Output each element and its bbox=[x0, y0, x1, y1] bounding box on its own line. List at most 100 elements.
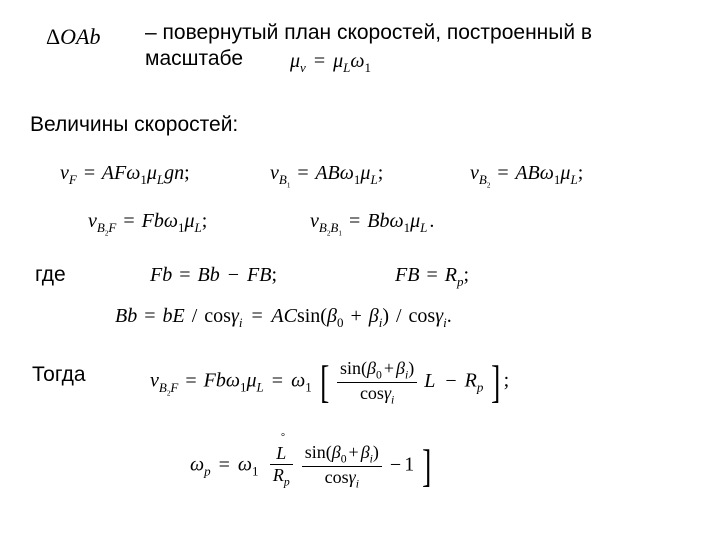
slide-page: ΔOAb – повернутый план скоростей, постро… bbox=[0, 0, 720, 540]
Bb-cos: cos bbox=[204, 305, 231, 327]
te-Fb: Fb bbox=[204, 370, 226, 392]
op-frac1: L Rp bbox=[270, 443, 293, 489]
vB2-w: ω bbox=[540, 162, 554, 184]
vB1-nu: ν bbox=[270, 162, 279, 184]
op-w: ω bbox=[190, 454, 204, 476]
Bb-cos2: cos bbox=[409, 305, 436, 327]
then-equation: νB2F = Fbω1μL = ω1 [ sin(β0+βi) cosγi L … bbox=[150, 358, 509, 406]
vB1-eqs: = bbox=[295, 162, 310, 184]
vB2B1-Bb: Bb bbox=[367, 210, 389, 232]
Bb-line: Bb = bE / cosγi = ACsin(β0 + βi) / cosγi… bbox=[115, 305, 452, 331]
Bb-eq2: = bbox=[247, 305, 266, 327]
eq-vB1: νB1 = ABω1μL; bbox=[270, 162, 383, 190]
we2-semi: ; bbox=[463, 264, 469, 286]
te-Rp: p bbox=[477, 380, 484, 395]
mu-sym: μ bbox=[290, 50, 300, 72]
te-R: R bbox=[465, 370, 477, 392]
vB2F-semi: ; bbox=[202, 210, 208, 232]
vB2B1-eqs: = bbox=[347, 210, 362, 232]
eq-vB2: νB2 = ABω1μL; bbox=[470, 162, 583, 190]
eq-vB2F: νB2F = Fbω1μL; bbox=[88, 210, 207, 238]
Bb-gi: i bbox=[239, 315, 243, 330]
Bb-Bb: Bb bbox=[115, 305, 137, 327]
vB2-mu: μ bbox=[560, 162, 570, 184]
delta-symbol: Δ bbox=[46, 24, 60, 49]
Bb-g2: γ bbox=[435, 305, 443, 327]
op-frac2: sin(β0+βi) cosγi bbox=[302, 442, 382, 490]
vB1-sub: B1 bbox=[279, 172, 291, 187]
omega-p-equation: ωp = ω1 [ L Rp sin(β0+βi) cosγi −1 ] bbox=[190, 442, 435, 490]
op-1b: 1 bbox=[404, 454, 414, 476]
intro-line2: масштабе bbox=[145, 47, 243, 70]
vB2F-Fb: Fb bbox=[142, 210, 164, 232]
intro-text: – повернутый план скоростей, построенный… bbox=[145, 20, 685, 73]
Bb-dot: . bbox=[447, 305, 452, 327]
we1-eq: = bbox=[177, 264, 192, 286]
Bb-0: 0 bbox=[337, 315, 344, 330]
vB2-nu: ν bbox=[470, 162, 479, 184]
Bb-lp: ( bbox=[320, 305, 327, 327]
Bb-sl2: / bbox=[394, 305, 404, 327]
Bb-sin: sin bbox=[297, 305, 320, 327]
we1-Bb: Bb bbox=[198, 264, 220, 286]
we2-R: R bbox=[445, 264, 457, 286]
vB2F-eqs: = bbox=[121, 210, 136, 232]
te-sub: B2F bbox=[159, 380, 178, 395]
intro-line1: – повернутый план скоростей, построенный… bbox=[145, 21, 592, 44]
te-L: L bbox=[257, 380, 264, 395]
vF-w: ω bbox=[126, 162, 140, 184]
Bb-eq: = bbox=[142, 305, 157, 327]
eq-delta-OAb: ΔOAb bbox=[46, 24, 100, 50]
vF-semi: ; bbox=[184, 162, 190, 184]
where-eq1: Fb = Bb − FB; bbox=[150, 264, 277, 287]
OAb-text: OAb bbox=[60, 24, 100, 49]
mu-sub-v: v bbox=[300, 60, 306, 75]
vB1-semi: ; bbox=[378, 162, 384, 184]
velocities-heading: Величины скоростей: bbox=[30, 112, 238, 138]
Bb-plus: + bbox=[348, 305, 363, 327]
mu-equation: μv = μLω1 bbox=[290, 50, 371, 76]
op-1: 1 bbox=[252, 464, 259, 479]
vB1-L: L bbox=[370, 172, 377, 187]
where-label: где bbox=[35, 262, 66, 288]
te-L2: L bbox=[422, 370, 437, 392]
vB2F-nu: ν bbox=[88, 210, 97, 232]
te-eq: = bbox=[183, 370, 198, 392]
we1-Fb: Fb bbox=[150, 264, 172, 286]
we2-FB: FB bbox=[395, 264, 419, 286]
te-w: ω bbox=[226, 370, 240, 392]
eq-vF: νF = AFω1μLgn; bbox=[60, 162, 190, 188]
te-min: − bbox=[442, 370, 459, 392]
vF-AF: AF bbox=[102, 162, 126, 184]
where-eq2: FB = Rp; bbox=[395, 264, 469, 290]
te-frac: sin(β0+βi) cosγi bbox=[337, 358, 417, 406]
Bb-rp: ) bbox=[382, 305, 389, 327]
vF-eqs: = bbox=[82, 162, 97, 184]
te-w2: ω bbox=[291, 370, 305, 392]
vB1-AB: AB bbox=[315, 162, 339, 184]
vF-gn: gn bbox=[164, 162, 184, 184]
vB2B1-w: ω bbox=[389, 210, 403, 232]
op-p: p bbox=[204, 464, 211, 479]
vB1-w: ω bbox=[340, 162, 354, 184]
omega: ω bbox=[350, 50, 364, 72]
vB2B1-sub: B2B1 bbox=[319, 220, 342, 235]
vB2-eqs: = bbox=[495, 162, 510, 184]
we1-min: − bbox=[225, 264, 242, 286]
vB2-L: L bbox=[570, 172, 577, 187]
Bb-AC: AC bbox=[271, 305, 297, 327]
vB2-AB: AB bbox=[515, 162, 539, 184]
te-semi: ; bbox=[504, 370, 510, 392]
mu-eq-sign: = bbox=[311, 50, 328, 72]
we2-eq: = bbox=[424, 264, 439, 286]
te-12: 1 bbox=[305, 380, 312, 395]
vB1-mu: μ bbox=[360, 162, 370, 184]
eq-vB2B1: νB2B1 = Bbω1μL. bbox=[310, 210, 434, 238]
omega-sub: 1 bbox=[365, 60, 372, 75]
vB2F-L: L bbox=[195, 220, 202, 235]
vF-mu: μ bbox=[147, 162, 157, 184]
Bb-sl: / bbox=[190, 305, 200, 327]
mu2: μ bbox=[333, 50, 343, 72]
Bb-b0: β bbox=[327, 305, 337, 327]
Bb-bE: bE bbox=[163, 305, 185, 327]
